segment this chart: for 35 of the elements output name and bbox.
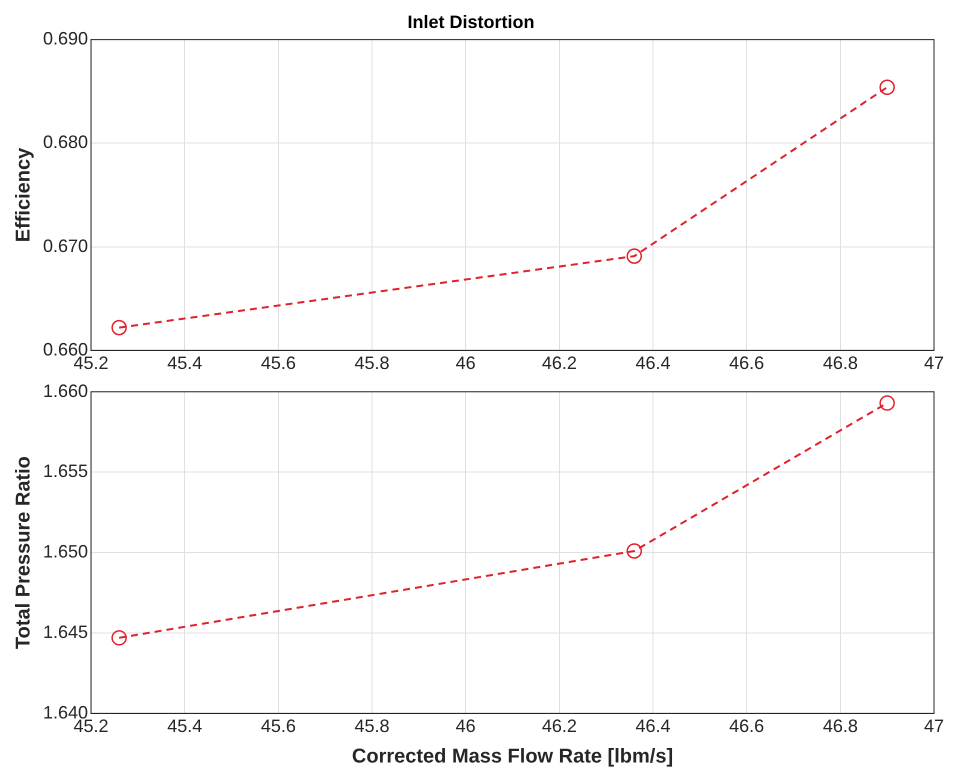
x-tick-label: 46 xyxy=(456,716,476,736)
point xyxy=(111,320,127,336)
y-tick-label: 0.670 xyxy=(42,236,88,256)
x-tick-label: 45.8 xyxy=(354,353,390,374)
x-tick-label: 45.6 xyxy=(260,353,296,374)
x-tick-label: 46.2 xyxy=(542,353,577,374)
x-tick-label: 45.8 xyxy=(354,716,390,736)
y-tick-label: 1.645 xyxy=(42,622,88,642)
y-axis-title: Total Pressure Ratio xyxy=(12,456,35,650)
x-tick-label: 46.6 xyxy=(729,716,764,736)
x-tick-label: 47 xyxy=(924,353,944,374)
x-tick-label: 46.6 xyxy=(729,353,764,374)
y-tick-label: 1.660 xyxy=(42,380,88,401)
x-axis-title: Corrected Mass Flow Rate [lbm/s] xyxy=(352,746,674,768)
x-tick-label: 46.8 xyxy=(822,716,858,736)
x-tick-label: 46 xyxy=(456,353,476,374)
chart-title: Inlet Distortion xyxy=(408,12,534,32)
point xyxy=(879,80,895,96)
x-tick-label: 46.2 xyxy=(542,716,577,736)
x-tick-label: 46.4 xyxy=(635,353,671,374)
x-tick-label: 47 xyxy=(924,716,944,736)
point xyxy=(626,248,642,264)
y-tick-label: 0.690 xyxy=(42,28,88,49)
point xyxy=(879,395,895,411)
x-tick-label: 45.4 xyxy=(167,716,202,736)
x-tick-label: 45.6 xyxy=(260,716,296,736)
point xyxy=(111,630,127,646)
x-tick-label: 46.4 xyxy=(635,716,671,736)
x-tick-label: 45.4 xyxy=(167,353,202,374)
y-tick-label: 1.650 xyxy=(42,542,88,562)
y-axis-title: Efficiency xyxy=(12,146,35,242)
point xyxy=(626,543,642,559)
y-tick-label: 1.655 xyxy=(42,461,88,482)
y-tick-label: 0.680 xyxy=(42,132,88,152)
x-tick-label: 46.8 xyxy=(822,353,858,374)
